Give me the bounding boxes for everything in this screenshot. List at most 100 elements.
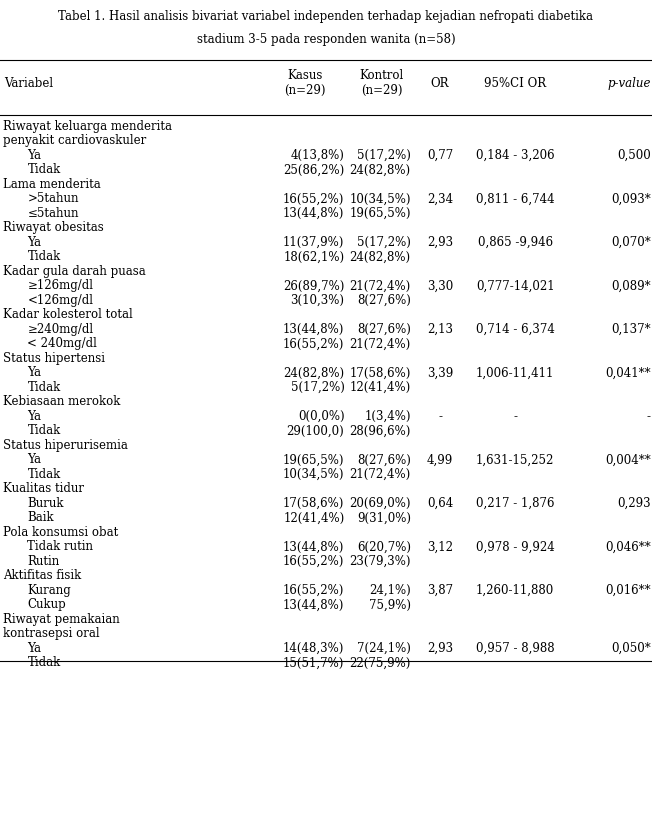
Text: stadium 3-5 pada responden wanita (n=58): stadium 3-5 pada responden wanita (n=58) <box>197 33 455 46</box>
Text: Tidak: Tidak <box>27 381 61 394</box>
Text: 2,34: 2,34 <box>427 193 453 205</box>
Text: 21(72,4%): 21(72,4%) <box>349 279 411 292</box>
Text: 13(44,8%): 13(44,8%) <box>283 207 344 220</box>
Text: 24(82,8%): 24(82,8%) <box>349 251 411 263</box>
Text: 19(65,5%): 19(65,5%) <box>283 453 344 467</box>
Text: Kasus
(n=29): Kasus (n=29) <box>284 70 325 97</box>
Text: Kualitas tidur: Kualitas tidur <box>3 483 84 495</box>
Text: ≥240mg/dl: ≥240mg/dl <box>27 323 93 336</box>
Text: < 240mg/dl: < 240mg/dl <box>27 338 97 350</box>
Text: >5tahun: >5tahun <box>27 193 79 205</box>
Text: Rutin: Rutin <box>27 555 59 568</box>
Text: <126mg/dl: <126mg/dl <box>27 294 93 307</box>
Text: Lama menderita: Lama menderita <box>3 178 101 191</box>
Text: 29(100,0): 29(100,0) <box>287 424 344 437</box>
Text: 0,77: 0,77 <box>427 149 453 162</box>
Text: 0,050*: 0,050* <box>611 642 651 654</box>
Text: 16(55,2%): 16(55,2%) <box>283 555 344 568</box>
Text: Riwayat pemakaian: Riwayat pemakaian <box>3 613 120 626</box>
Text: 75,9%): 75,9%) <box>369 598 411 612</box>
Text: 0,217 - 1,876: 0,217 - 1,876 <box>476 497 554 510</box>
Text: 95%CI OR: 95%CI OR <box>484 77 546 90</box>
Text: 9(31,0%): 9(31,0%) <box>357 511 411 525</box>
Text: Tidak rutin: Tidak rutin <box>27 541 93 553</box>
Text: 3,87: 3,87 <box>427 584 453 597</box>
Text: 13(44,8%): 13(44,8%) <box>283 598 344 612</box>
Text: 1(3,4%): 1(3,4%) <box>364 410 411 423</box>
Text: 0,093*: 0,093* <box>611 193 651 205</box>
Text: 2,93: 2,93 <box>427 235 453 249</box>
Text: Ya: Ya <box>27 149 41 162</box>
Text: Status hipertensi: Status hipertensi <box>3 352 105 365</box>
Text: 0,184 - 3,206: 0,184 - 3,206 <box>476 149 554 162</box>
Text: Aktifitas fisik: Aktifitas fisik <box>3 569 82 582</box>
Text: Buruk: Buruk <box>27 497 64 510</box>
Text: 1,631-15,252: 1,631-15,252 <box>476 453 554 467</box>
Text: 0,293: 0,293 <box>617 497 651 510</box>
Text: -: - <box>647 410 651 423</box>
Text: 0,004**: 0,004** <box>605 453 651 467</box>
Text: 5(17,2%): 5(17,2%) <box>357 149 411 162</box>
Text: Riwayat obesitas: Riwayat obesitas <box>3 221 104 235</box>
Text: 0(0,0%): 0(0,0%) <box>298 410 344 423</box>
Text: 0,957 - 8,988: 0,957 - 8,988 <box>476 642 554 654</box>
Text: 0,811 - 6,744: 0,811 - 6,744 <box>476 193 554 205</box>
Text: 26(89,7%): 26(89,7%) <box>283 279 344 292</box>
Text: 4,99: 4,99 <box>427 453 453 467</box>
Text: 0,089*: 0,089* <box>611 279 651 292</box>
Text: 8(27,6%): 8(27,6%) <box>357 453 411 467</box>
Text: Tidak: Tidak <box>27 251 61 263</box>
Text: -: - <box>438 410 442 423</box>
Text: 12(41,4%): 12(41,4%) <box>283 511 344 525</box>
Text: Status hiperurisemia: Status hiperurisemia <box>3 439 128 452</box>
Text: 25(86,2%): 25(86,2%) <box>283 163 344 176</box>
Text: 3,30: 3,30 <box>427 279 453 292</box>
Text: Tabel 1. Hasil analisis bivariat variabel independen terhadap kejadian nefropati: Tabel 1. Hasil analisis bivariat variabe… <box>59 10 593 23</box>
Text: Kurang: Kurang <box>27 584 71 597</box>
Text: 16(55,2%): 16(55,2%) <box>283 584 344 597</box>
Text: Tidak: Tidak <box>27 468 61 481</box>
Text: 0,016**: 0,016** <box>605 584 651 597</box>
Text: 0,64: 0,64 <box>427 497 453 510</box>
Text: 20(69,0%): 20(69,0%) <box>349 497 411 510</box>
Text: OR: OR <box>431 77 449 90</box>
Text: 18(62,1%): 18(62,1%) <box>283 251 344 263</box>
Text: 8(27,6%): 8(27,6%) <box>357 294 411 307</box>
Text: 24(82,8%): 24(82,8%) <box>349 163 411 176</box>
Text: 10(34,5%): 10(34,5%) <box>283 468 344 481</box>
Text: 16(55,2%): 16(55,2%) <box>283 338 344 350</box>
Text: 12(41,4%): 12(41,4%) <box>349 381 411 394</box>
Text: 24,1%): 24,1%) <box>369 584 411 597</box>
Text: Ya: Ya <box>27 366 41 380</box>
Text: Riwayat keluarga menderita: Riwayat keluarga menderita <box>3 120 172 133</box>
Text: 23(79,3%): 23(79,3%) <box>349 555 411 568</box>
Text: 11(37,9%): 11(37,9%) <box>283 235 344 249</box>
Text: 10(34,5%): 10(34,5%) <box>349 193 411 205</box>
Text: Baik: Baik <box>27 511 54 525</box>
Text: 2,93: 2,93 <box>427 642 453 654</box>
Text: 7(24,1%): 7(24,1%) <box>357 642 411 654</box>
Text: Pola konsumsi obat: Pola konsumsi obat <box>3 526 119 539</box>
Text: 1,260-11,880: 1,260-11,880 <box>476 584 554 597</box>
Text: Kebiasaan merokok: Kebiasaan merokok <box>3 396 121 408</box>
Text: Tidak: Tidak <box>27 424 61 437</box>
Text: Kadar gula darah puasa: Kadar gula darah puasa <box>3 265 146 278</box>
Text: kontrasepsi oral: kontrasepsi oral <box>3 628 100 640</box>
Text: 15(51,7%): 15(51,7%) <box>283 656 344 670</box>
Text: penyakit cardiovaskuler: penyakit cardiovaskuler <box>3 134 147 147</box>
Text: -: - <box>513 410 517 423</box>
Text: Tidak: Tidak <box>27 656 61 670</box>
Text: 0,978 - 9,924: 0,978 - 9,924 <box>476 541 554 553</box>
Text: 5(17,2%): 5(17,2%) <box>291 381 344 394</box>
Text: ≤5tahun: ≤5tahun <box>27 207 79 220</box>
Text: 13(44,8%): 13(44,8%) <box>283 323 344 336</box>
Text: Kadar kolesterol total: Kadar kolesterol total <box>3 308 133 322</box>
Text: 17(58,6%): 17(58,6%) <box>349 366 411 380</box>
Text: Ya: Ya <box>27 642 41 654</box>
Text: 3,39: 3,39 <box>427 366 453 380</box>
Text: 14(48,3%): 14(48,3%) <box>283 642 344 654</box>
Text: Variabel: Variabel <box>5 77 53 90</box>
Text: 17(58,6%): 17(58,6%) <box>283 497 344 510</box>
Text: 0,137*: 0,137* <box>611 323 651 336</box>
Text: Cukup: Cukup <box>27 598 66 612</box>
